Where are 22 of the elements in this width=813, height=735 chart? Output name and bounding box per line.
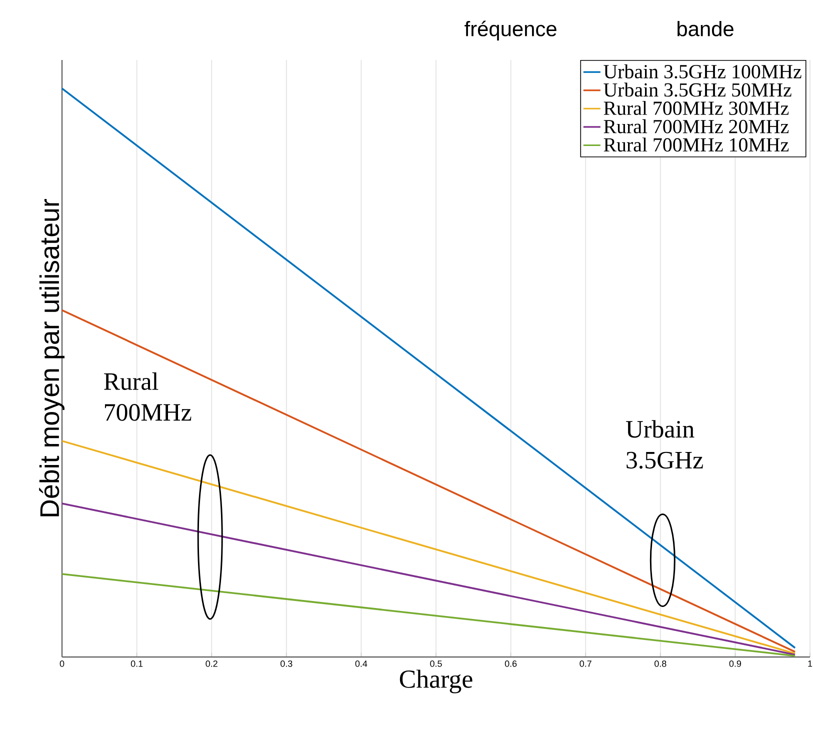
x-tick-label: 0.6 <box>504 660 517 667</box>
x-tick-label: 0.2 <box>206 660 218 667</box>
x-tick-label: 0 <box>60 660 64 667</box>
x-axis-title: Charge <box>400 670 472 694</box>
text: bande <box>678 20 734 36</box>
legend-label: Urbain 3.5GHz 50MHz <box>604 82 792 97</box>
text: fréquence <box>464 20 556 40</box>
x-tick-label: 0.8 <box>654 660 666 667</box>
x-tick-label: 0.3 <box>280 660 292 667</box>
x-tick-label: 0.9 <box>729 660 742 667</box>
x-tick-label: 1 <box>808 660 812 667</box>
annotation: Rural 700MHz <box>104 372 192 421</box>
legend-label: Urbain 3.5GHz 100MHz <box>604 64 802 78</box>
x-tick-label: 0.1 <box>130 660 143 667</box>
x-tick-label: 0.5 <box>430 660 442 667</box>
x-tick-label: 0.4 <box>355 660 368 667</box>
y-axis-title: Débit moyen par utilisateur <box>39 199 64 516</box>
legend-label: Rural 700MHz 20MHz <box>604 119 789 134</box>
x-tick-label: 0.7 <box>580 660 592 667</box>
legend-label: Rural 700MHz 30MHz <box>604 100 789 115</box>
annotation: Urbain 3.5GHz <box>626 420 703 469</box>
legend-label: Rural 700MHz 10MHz <box>604 138 789 152</box>
